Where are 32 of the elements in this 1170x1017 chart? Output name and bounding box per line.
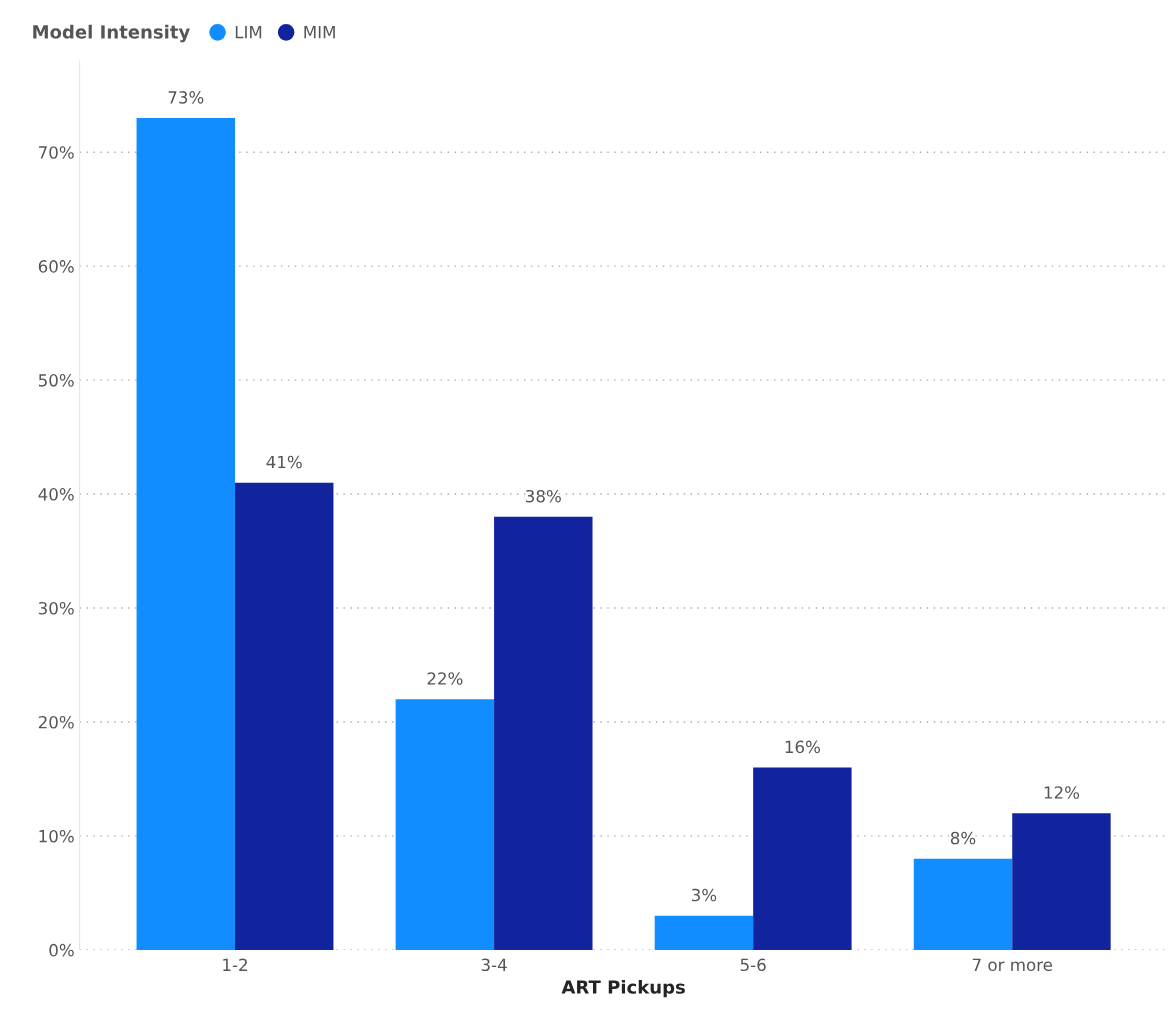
x-tick-label: 5-6: [740, 958, 766, 972]
bar: [494, 516, 593, 950]
bar: [235, 482, 334, 950]
data-label: 12%: [1044, 786, 1080, 799]
x-tick-label: 3-4: [481, 958, 507, 972]
y-tick-label: 60%: [38, 260, 74, 273]
y-tick-label: 70%: [39, 146, 74, 159]
data-label: 38%: [526, 489, 561, 503]
y-tick-label: 30%: [38, 601, 74, 615]
legend-label: LIM: [235, 26, 262, 39]
data-label: 22%: [427, 672, 463, 685]
bar: [1012, 813, 1111, 950]
legend-title: Model Intensity: [33, 24, 190, 43]
bar: [136, 118, 235, 950]
bar: [753, 767, 852, 950]
legend-label: MIM: [304, 26, 335, 39]
y-tick-label: 50%: [38, 374, 74, 387]
y-tick-label: 10%: [39, 829, 74, 843]
bar: [395, 699, 495, 950]
bar: [913, 858, 1013, 950]
y-tick-label: 40%: [38, 488, 74, 501]
x-tick-label: 1-2: [223, 958, 247, 971]
data-label: 73%: [168, 91, 204, 104]
bar: [654, 915, 754, 950]
data-label: 41%: [266, 455, 302, 469]
data-label: 16%: [785, 740, 820, 754]
x-tick-label: 7 or more: [972, 958, 1053, 972]
y-tick-label: 20%: [38, 715, 74, 729]
x-axis-title: ART Pickups: [561, 979, 685, 998]
data-label: 3%: [691, 888, 717, 902]
data-label: 8%: [950, 831, 976, 845]
y-tick-label: 0%: [49, 943, 74, 957]
